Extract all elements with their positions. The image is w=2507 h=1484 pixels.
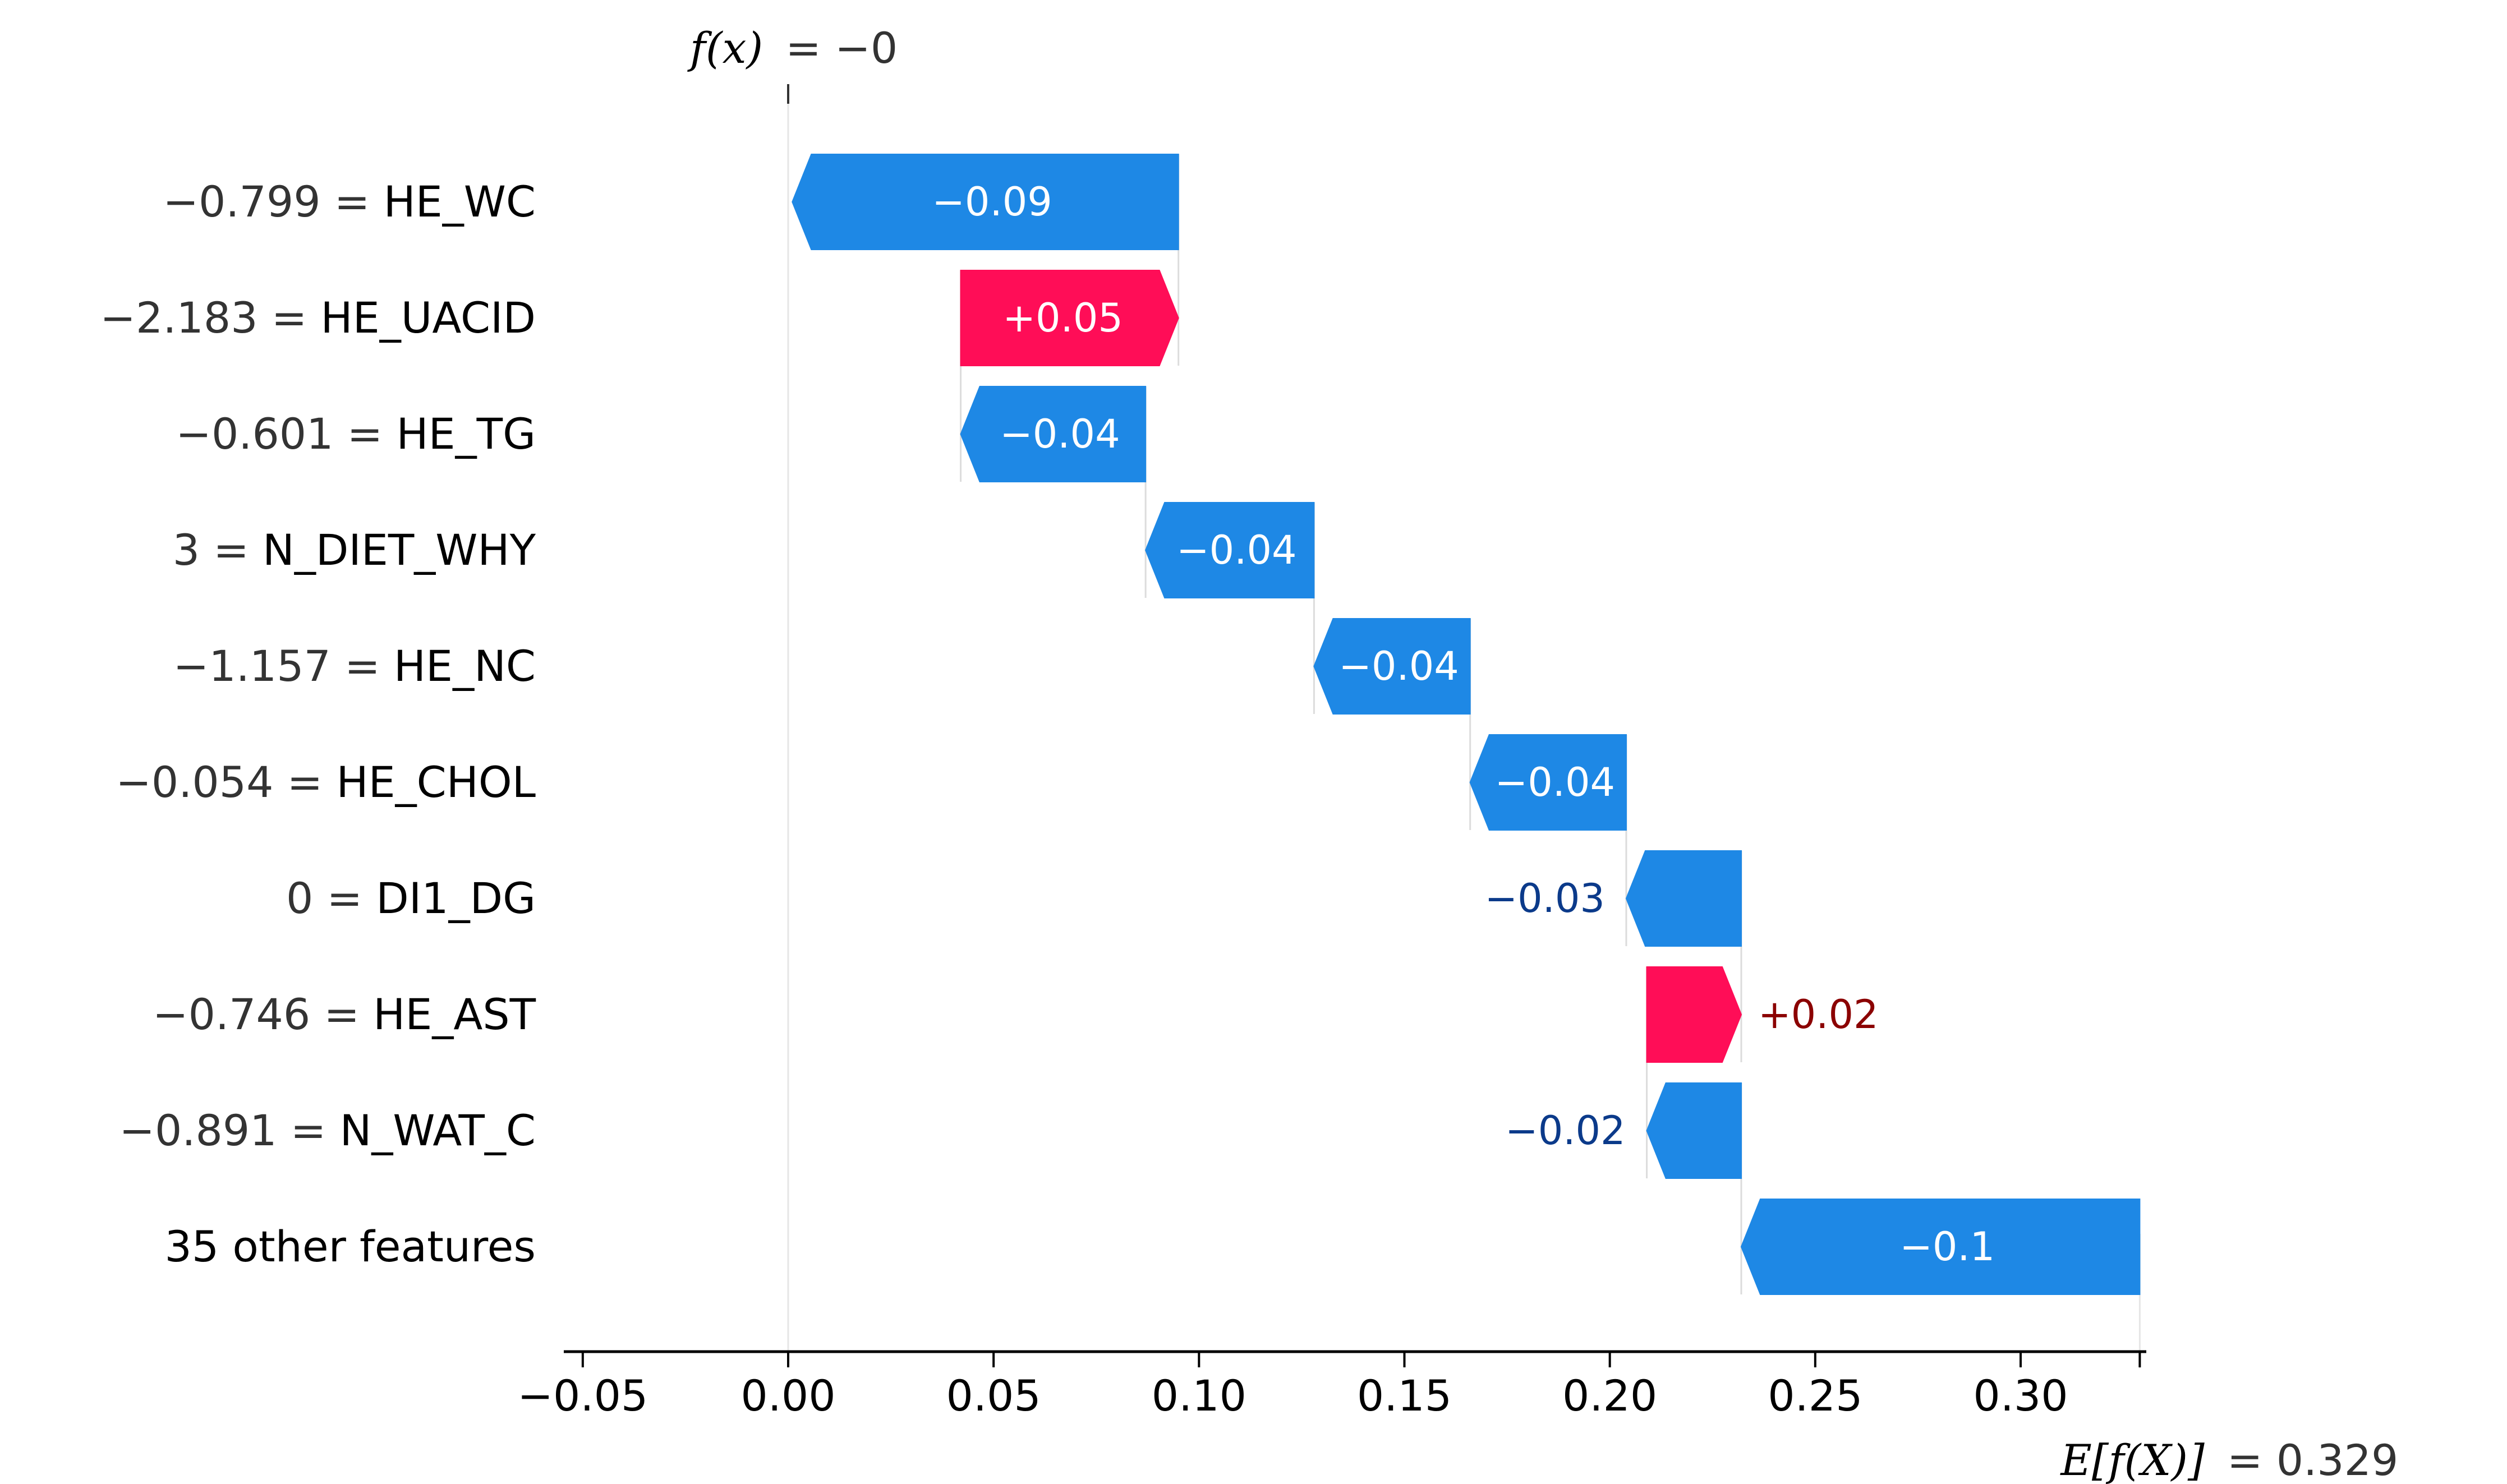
feature-value: 3 = [173, 525, 263, 575]
bar-he-chol [1469, 734, 1627, 831]
feature-value: −1.157 = [173, 641, 394, 691]
feature-value: −0.891 = [119, 1105, 339, 1155]
bar-value-label: −0.03 [1484, 875, 1605, 921]
x-tick-label: 0.25 [1768, 1371, 1862, 1421]
x-tick-label: 0.20 [1562, 1371, 1657, 1421]
feature-value: 0 = [286, 873, 376, 923]
feature-label: 35 other features [165, 1222, 536, 1271]
x-tick-label: 0.10 [1152, 1371, 1246, 1421]
feature-name: 35 other features [165, 1222, 536, 1271]
feature-name: HE_AST [373, 989, 536, 1039]
fx-label: f(x) [687, 23, 763, 73]
feature-value: −0.799 = [163, 177, 383, 227]
x-tick-label: 0.15 [1357, 1371, 1452, 1421]
feature-name: N_WAT_C [340, 1105, 536, 1155]
bar-n-wat-c [1646, 1082, 1742, 1179]
x-tick-label: 0.00 [740, 1371, 835, 1421]
bar-he-wc [792, 154, 1179, 250]
feature-label: −2.183 = HE_UACID [100, 293, 536, 343]
base-label: E[f(X)] [2059, 1435, 2205, 1484]
bar-value-label: −0.09 [932, 179, 1052, 225]
feature-value: −0.054 = [116, 757, 336, 807]
x-axis: −0.05 0.00 0.05 0.10 0.15 0.20 0.25 0.30 [517, 1350, 2146, 1421]
feature-label: 0 = DI1_DG [286, 873, 536, 923]
x-tick-label: 0.30 [1973, 1371, 2068, 1421]
bar-value-label: −0.1 [1899, 1224, 1995, 1270]
bar-value-label: −0.04 [1176, 527, 1297, 573]
feature-name: HE_WC [384, 177, 536, 227]
x-tick-label: −0.05 [517, 1371, 648, 1421]
bar-he-ast [1646, 966, 1742, 1063]
fx-value: = −0 [785, 23, 898, 73]
feature-name: DI1_DG [376, 873, 536, 923]
feature-name: N_DIET_WHY [263, 525, 536, 575]
feature-label: −1.157 = HE_NC [173, 641, 536, 691]
feature-label: −0.799 = HE_WC [163, 177, 536, 227]
bar-value-label: +0.05 [1002, 295, 1123, 341]
feature-label: 3 = N_DIET_WHY [173, 525, 536, 575]
annotations: f(x) = −0 E[f(X)] = 0.329 [687, 23, 2399, 1484]
x-tick-label: 0.05 [946, 1371, 1041, 1421]
bar-n-diet-why [1145, 502, 1315, 598]
feature-name: HE_CHOL [336, 757, 536, 807]
feature-name: HE_NC [394, 641, 536, 691]
bar-he-tg [960, 386, 1147, 482]
bar-35-other-features [1740, 1199, 2141, 1295]
feature-label: −0.746 = HE_AST [153, 989, 536, 1039]
bar-value-label: +0.02 [1758, 992, 1879, 1038]
feature-label: −0.601 = HE_TG [176, 409, 536, 459]
base-value: = 0.329 [2227, 1435, 2398, 1484]
bar-value-label: −0.04 [1000, 411, 1120, 457]
bar-value-label: −0.04 [1338, 643, 1459, 689]
feature-value: −2.183 = [100, 293, 320, 343]
feature-value: −0.746 = [153, 989, 373, 1039]
feature-labels: −0.799 = HE_WC −2.183 = HE_UACID −0.601 = … [100, 177, 536, 1271]
bar-value-label: −0.02 [1505, 1108, 1626, 1154]
feature-value: −0.601 = [176, 409, 396, 459]
bars: −0.09 +0.05 −0.04 −0.04 −0.04 −0.04 −0.03 +0.02… [792, 154, 2141, 1295]
bar-he-uacid [960, 270, 1179, 366]
feature-name: HE_TG [397, 409, 536, 459]
base-value-annotation: E[f(X)] = 0.329 [2059, 1435, 2398, 1484]
bar-di1-dg [1625, 850, 1742, 947]
bar-value-label: −0.04 [1495, 759, 1616, 805]
feature-label: −0.891 = N_WAT_C [119, 1105, 536, 1155]
feature-label: −0.054 = HE_CHOL [116, 757, 536, 807]
bar-he-nc [1313, 618, 1471, 715]
fx-annotation: f(x) = −0 [687, 23, 898, 73]
feature-name: HE_UACID [321, 293, 536, 343]
